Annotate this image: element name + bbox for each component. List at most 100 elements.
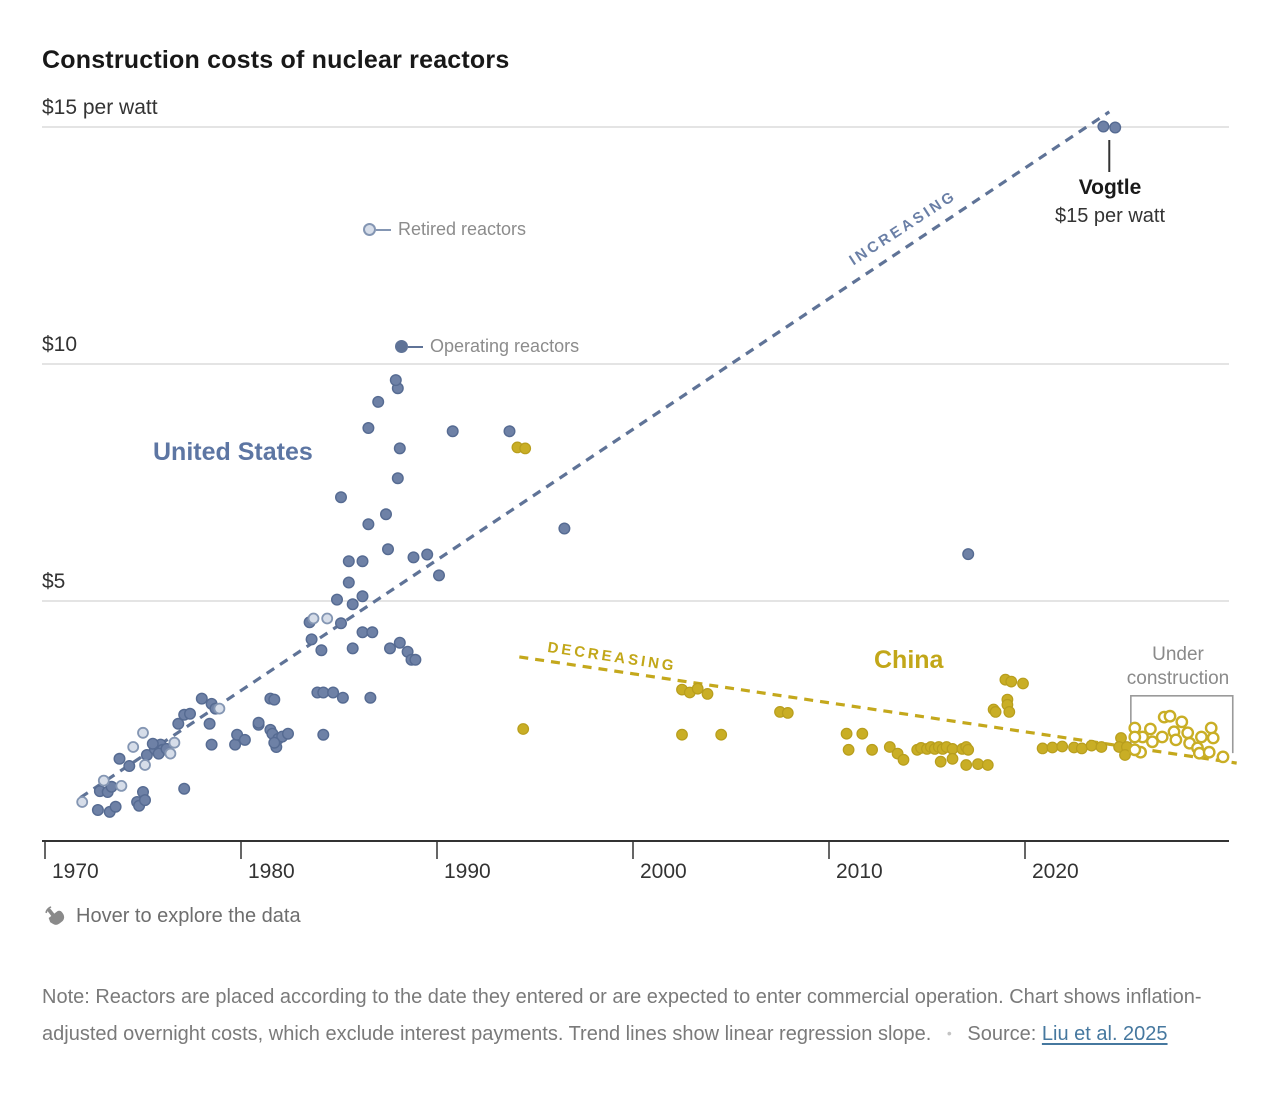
- us_operating-point[interactable]: [342, 576, 355, 589]
- us_operating-point[interactable]: [346, 642, 359, 655]
- china_operating-point[interactable]: [1017, 677, 1029, 690]
- china_operating-point[interactable]: [989, 706, 1002, 718]
- us_operating-point[interactable]: [113, 752, 126, 765]
- us_operating-point[interactable]: [362, 518, 375, 531]
- us_operating-point[interactable]: [146, 737, 159, 750]
- us_retired-point[interactable]: [115, 780, 128, 792]
- china_operating-point[interactable]: [883, 741, 896, 753]
- us_operating-point[interactable]: [558, 522, 571, 535]
- us_retired-point[interactable]: [127, 741, 140, 753]
- china_operating-point[interactable]: [519, 442, 532, 455]
- us_operating-point[interactable]: [356, 626, 369, 639]
- us_operating-point[interactable]: [109, 800, 122, 813]
- us_operating-point[interactable]: [252, 716, 265, 729]
- china_operating-point[interactable]: [981, 759, 994, 771]
- china_operating-point[interactable]: [960, 759, 973, 771]
- us_operating-point[interactable]: [503, 425, 516, 438]
- china_operating-point[interactable]: [840, 727, 853, 740]
- us_operating-point[interactable]: [268, 736, 281, 749]
- us_operating-point[interactable]: [331, 593, 344, 606]
- china_operating-point[interactable]: [1046, 741, 1059, 754]
- us_operating-point[interactable]: [366, 626, 379, 639]
- china_under_construction-point[interactable]: [1128, 730, 1142, 744]
- china_operating-point[interactable]: [701, 688, 714, 700]
- china_operating-point[interactable]: [972, 758, 984, 770]
- us_operating-point[interactable]: [356, 590, 369, 603]
- us_operating-point[interactable]: [962, 548, 975, 561]
- us_operating-point[interactable]: [433, 569, 446, 582]
- us_operating-point[interactable]: [317, 686, 330, 699]
- us_operating-point[interactable]: [335, 491, 348, 504]
- us_operating-point[interactable]: [1097, 120, 1110, 133]
- china_under_construction-point[interactable]: [1155, 730, 1169, 744]
- china_operating-point[interactable]: [1056, 740, 1069, 753]
- china_under_construction-point[interactable]: [1175, 715, 1189, 729]
- us_retired-point[interactable]: [97, 774, 110, 787]
- us_operating-point[interactable]: [346, 598, 359, 611]
- us_operating-point[interactable]: [1109, 121, 1122, 134]
- us_operating-point[interactable]: [183, 707, 196, 720]
- china_operating-point[interactable]: [1085, 739, 1098, 752]
- us_operating-point[interactable]: [317, 728, 330, 741]
- china_operating-point[interactable]: [946, 743, 959, 755]
- us_operating-point[interactable]: [384, 642, 397, 655]
- us_operating-point[interactable]: [362, 422, 375, 435]
- us_operating-point[interactable]: [229, 738, 242, 751]
- us_operating-point[interactable]: [364, 691, 377, 704]
- us_operating-point[interactable]: [172, 717, 185, 730]
- china_operating-point[interactable]: [842, 743, 855, 756]
- us_retired-point[interactable]: [76, 796, 89, 808]
- china_operating-point[interactable]: [1003, 706, 1016, 718]
- us_operating-point[interactable]: [203, 717, 216, 730]
- china_under_construction-point[interactable]: [1206, 731, 1220, 745]
- us_operating-point[interactable]: [342, 555, 355, 568]
- us_operating-point[interactable]: [380, 508, 393, 521]
- us_operating-point[interactable]: [268, 693, 281, 706]
- us_retired-point[interactable]: [213, 702, 226, 715]
- us_operating-point[interactable]: [195, 692, 208, 705]
- us_operating-point[interactable]: [335, 617, 348, 630]
- us_operating-point[interactable]: [389, 374, 402, 387]
- china_operating-point[interactable]: [1036, 742, 1049, 755]
- us_retired-point[interactable]: [168, 736, 181, 749]
- china_operating-point[interactable]: [781, 707, 794, 719]
- us_operating-point[interactable]: [393, 442, 406, 455]
- us_operating-point[interactable]: [305, 633, 318, 646]
- china_under_construction-point[interactable]: [1146, 735, 1159, 749]
- us_operating-point[interactable]: [391, 472, 404, 485]
- china_under_construction-point[interactable]: [1204, 721, 1218, 735]
- china_operating-point[interactable]: [962, 743, 975, 756]
- us_operating-point[interactable]: [393, 636, 406, 649]
- us_operating-point[interactable]: [205, 738, 218, 751]
- us_operating-point[interactable]: [409, 653, 422, 666]
- china_operating-point[interactable]: [691, 682, 704, 695]
- us_retired-point[interactable]: [139, 759, 151, 771]
- china_operating-point[interactable]: [1095, 741, 1108, 753]
- china_under_construction-point[interactable]: [1169, 733, 1183, 747]
- china_under_construction-point[interactable]: [1216, 750, 1230, 764]
- china_operating-point[interactable]: [715, 728, 728, 741]
- us_operating-point[interactable]: [382, 543, 395, 556]
- us_operating-point[interactable]: [421, 548, 434, 561]
- us_operating-point[interactable]: [91, 804, 104, 817]
- china_operating-point[interactable]: [946, 752, 959, 765]
- us_retired-point[interactable]: [321, 612, 334, 625]
- china_operating-point[interactable]: [856, 727, 869, 740]
- us_operating-point[interactable]: [327, 686, 340, 699]
- us_operating-point[interactable]: [238, 733, 251, 746]
- china_operating-point[interactable]: [1119, 749, 1131, 761]
- us_operating-point[interactable]: [315, 644, 328, 657]
- china_operating-point[interactable]: [866, 743, 878, 756]
- us_retired-point[interactable]: [164, 747, 177, 760]
- china_under_construction-point[interactable]: [1181, 726, 1195, 740]
- us_operating-point[interactable]: [446, 425, 459, 438]
- china_operating-point[interactable]: [676, 728, 688, 741]
- us_operating-point[interactable]: [123, 760, 136, 773]
- us_operating-point[interactable]: [407, 551, 420, 564]
- china_operating-point[interactable]: [517, 723, 530, 735]
- china_operating-point[interactable]: [1075, 742, 1088, 755]
- china_operating-point[interactable]: [934, 755, 947, 768]
- us_retired-point[interactable]: [137, 726, 149, 739]
- china_under_construction-point[interactable]: [1128, 743, 1142, 757]
- us_operating-point[interactable]: [356, 555, 369, 568]
